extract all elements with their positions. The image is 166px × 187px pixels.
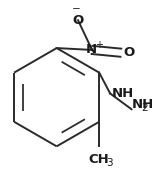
Text: O: O	[123, 46, 135, 59]
Text: 3: 3	[106, 158, 112, 168]
Text: NH: NH	[132, 98, 154, 111]
Text: +: +	[95, 40, 103, 50]
Text: O: O	[72, 14, 84, 27]
Text: −: −	[72, 4, 81, 14]
Text: NH: NH	[112, 87, 134, 100]
Text: 2: 2	[141, 103, 148, 113]
Text: N: N	[86, 43, 97, 56]
Text: CH: CH	[89, 153, 110, 166]
